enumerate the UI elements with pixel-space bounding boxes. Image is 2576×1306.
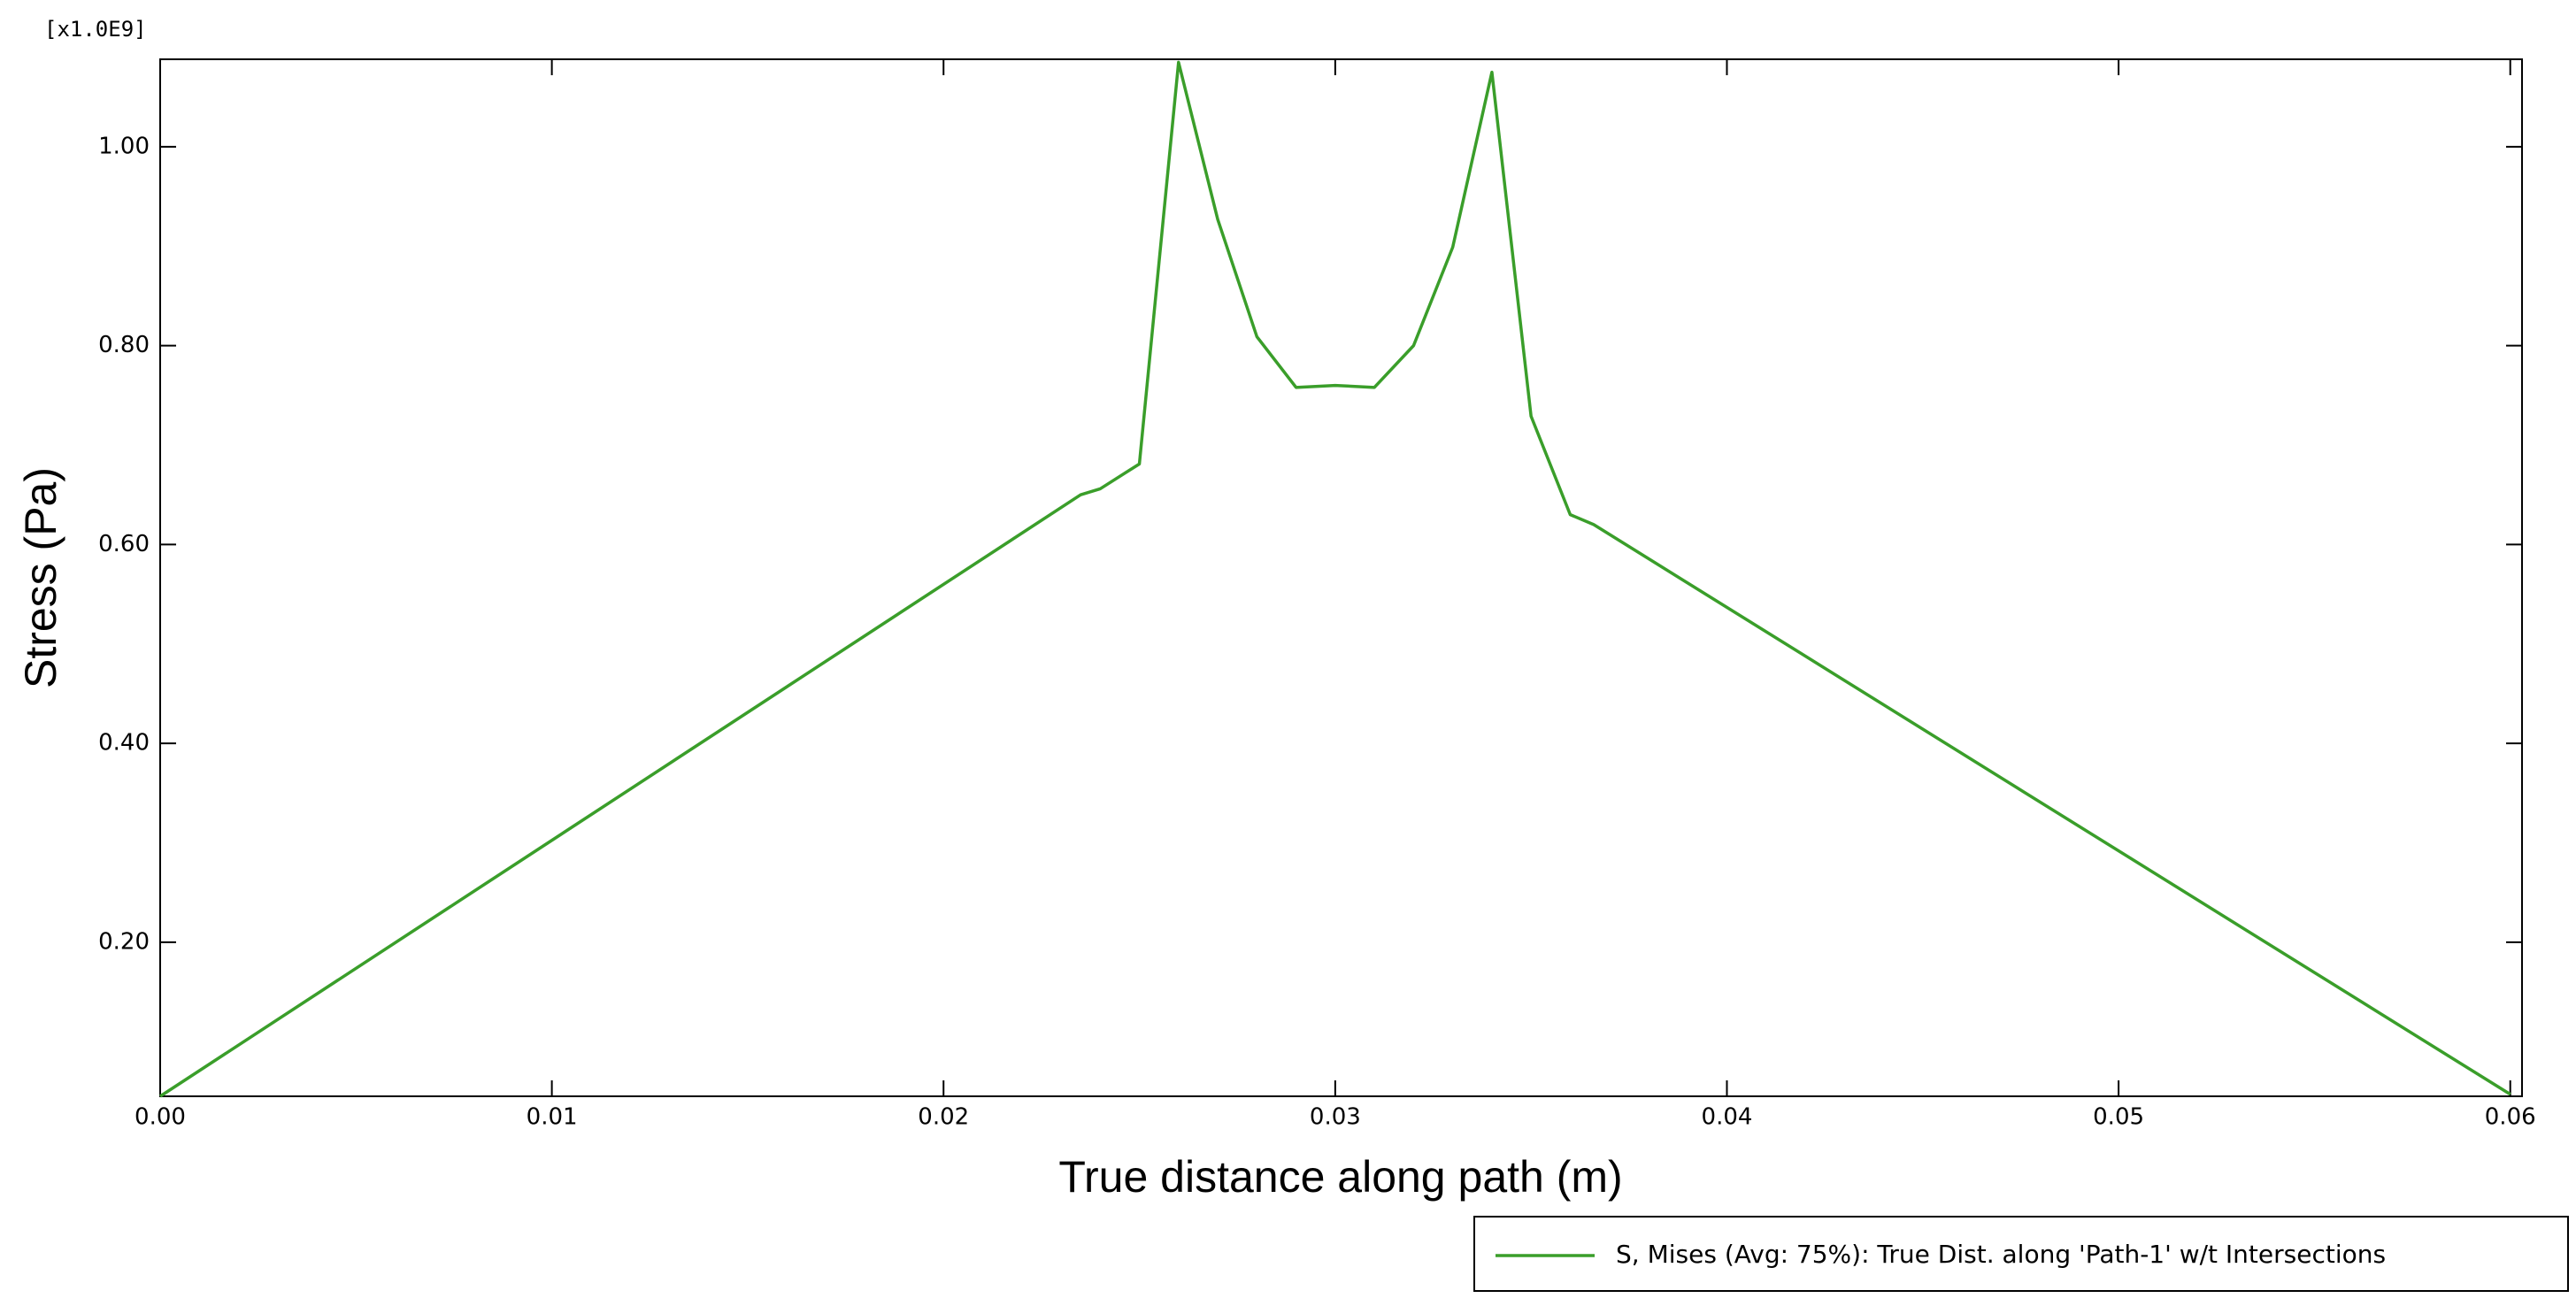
y-tick-label: 0.40 (98, 730, 150, 757)
x-axis-title: True distance along path (m) (1058, 1152, 1622, 1202)
y-axis-title: Stress (Pa) (16, 467, 65, 688)
legend-box (1473, 1216, 2569, 1292)
x-tick-label: 0.03 (1310, 1104, 1361, 1131)
x-tick-label: 0.02 (918, 1104, 969, 1131)
x-tick-label: 0.01 (527, 1104, 578, 1131)
x-tick-label: 0.04 (1702, 1104, 1753, 1131)
y-tick-label: 0.60 (98, 531, 150, 557)
plot-frame (159, 58, 2523, 1097)
x-tick-label: 0.00 (135, 1104, 186, 1131)
x-tick-label: 0.05 (2093, 1104, 2144, 1131)
y-tick-label: 0.80 (98, 332, 150, 358)
y-tick-label: 1.00 (98, 133, 150, 159)
y-tick-label: 0.20 (98, 928, 150, 955)
y-multiplier: [x1.0E9] (44, 17, 147, 42)
data-line (159, 60, 2511, 1098)
x-tick-label: 0.06 (2485, 1104, 2536, 1131)
legend-label: S, Mises (Avg: 75%): True Dist. along 'P… (1616, 1240, 2386, 1269)
